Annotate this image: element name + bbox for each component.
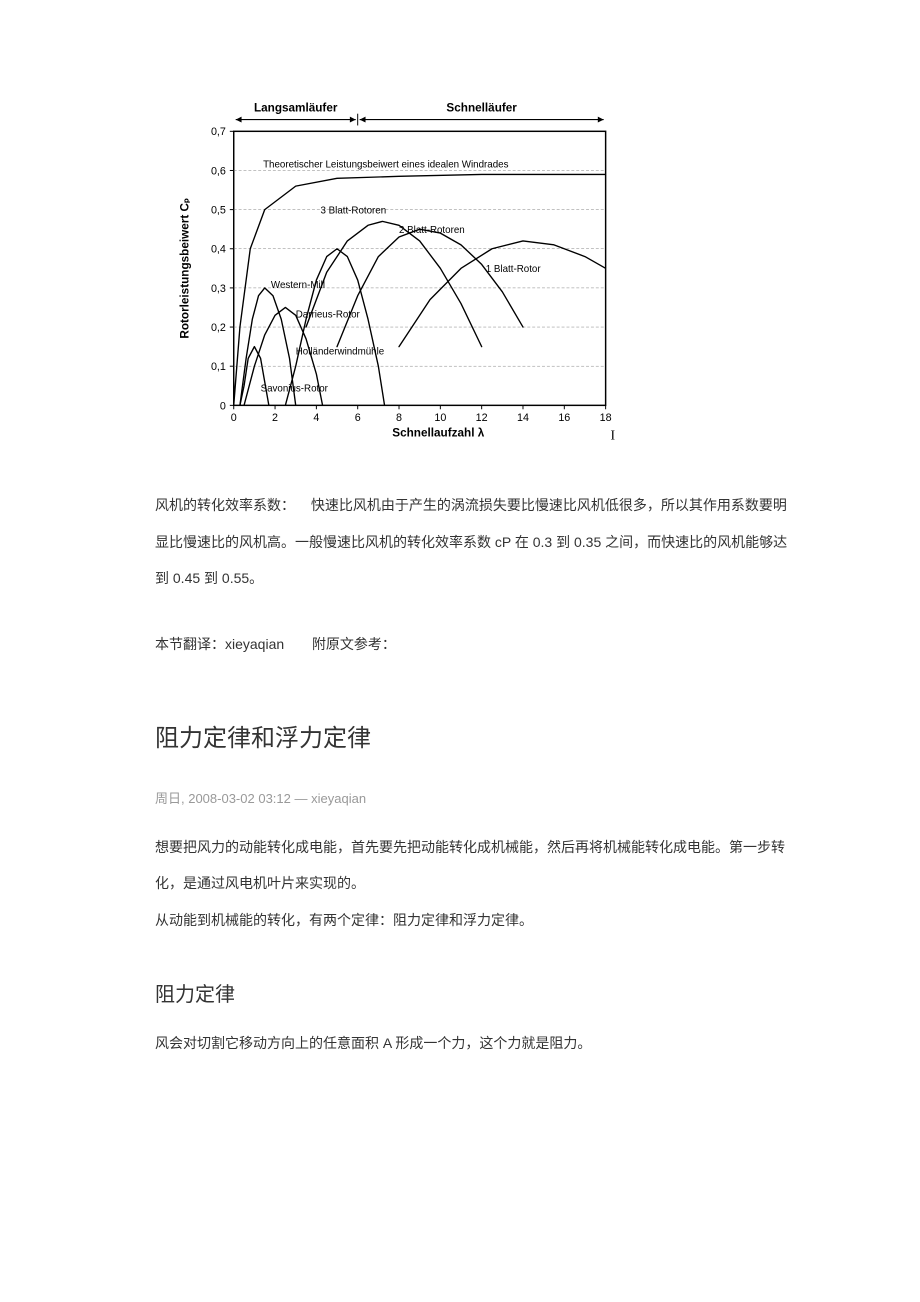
translator-line: 本节翻译：xieyaqian 附原文参考： [155, 626, 790, 662]
svg-text:Darrieus-Rotor: Darrieus-Rotor [296, 309, 361, 320]
svg-text:1 Blatt-Rotor: 1 Blatt-Rotor [486, 264, 542, 275]
post-date: 周日, 2008-03-02 03:12 [155, 791, 291, 806]
svg-text:Western-Mill: Western-Mill [271, 280, 325, 291]
svg-text:0,6: 0,6 [211, 165, 226, 177]
svg-text:2: 2 [272, 412, 278, 424]
post-meta: 周日, 2008-03-02 03:12 — xieyaqian [155, 788, 790, 807]
section2-p1: 想要把风力的动能转化成电能，首先要先把动能转化成机械能，然后再将机械能转化成电能… [155, 829, 790, 902]
svg-text:3 Blatt-Rotoren: 3 Blatt-Rotoren [321, 206, 387, 217]
svg-text:Schnelläufer: Schnelläufer [446, 102, 517, 115]
translator-prefix: 本节翻译： [155, 636, 225, 652]
translator-suffix: 附原文参考： [312, 636, 396, 652]
svg-text:16: 16 [558, 412, 570, 424]
svg-text:6: 6 [355, 412, 361, 424]
para1-label: 风机的转化效率系数： [155, 497, 295, 513]
section3-p1: 风会对切割它移动方向上的任意面积 A 形成一个力，这个力就是阻力。 [155, 1025, 790, 1061]
svg-text:2 Blatt-Rotoren: 2 Blatt-Rotoren [399, 225, 465, 236]
svg-text:12: 12 [476, 412, 488, 424]
svg-text:Theoretischer Leistungsbeiwert: Theoretischer Leistungsbeiwert eines ide… [263, 159, 508, 170]
svg-text:0,4: 0,4 [211, 244, 226, 256]
svg-text:10: 10 [434, 412, 446, 424]
svg-text:18: 18 [600, 412, 612, 424]
svg-text:Rotorleistungsbeiwert Cₚ: Rotorleistungsbeiwert Cₚ [179, 198, 192, 339]
post-author: xieyaqian [311, 791, 366, 806]
svg-text:0: 0 [231, 412, 237, 424]
section-title-drag-lift: 阻力定律和浮力定律 [155, 718, 790, 753]
svg-text:0,7: 0,7 [211, 126, 226, 138]
efficiency-paragraph: 风机的转化效率系数： 快速比风机由于产生的涡流损失要比慢速比风机低很多，所以其作… [155, 487, 790, 596]
svg-text:14: 14 [517, 412, 529, 424]
cp-vs-tsr-chart: 0 0,1 0,2 0,3 0,4 0,5 0,6 0,7 0 2 4 6 8 10 12 14 16 18 Sch… [175, 100, 635, 457]
svg-text:0,1: 0,1 [211, 361, 226, 373]
svg-text:Holländerwindmühle: Holländerwindmühle [296, 346, 384, 357]
svg-text:0,3: 0,3 [211, 283, 226, 295]
svg-text:0,5: 0,5 [211, 205, 226, 217]
svg-text:Schnellaufzahl λ: Schnellaufzahl λ [392, 427, 484, 440]
svg-text:I: I [611, 428, 616, 443]
svg-text:0,2: 0,2 [211, 322, 226, 334]
svg-text:8: 8 [396, 412, 402, 424]
chart-svg: 0 0,1 0,2 0,3 0,4 0,5 0,6 0,7 0 2 4 6 8 10 12 14 16 18 Sch… [175, 100, 635, 457]
svg-text:Langsamläufer: Langsamläufer [254, 102, 338, 115]
translator-name: xieyaqian [225, 636, 284, 652]
subsection-title-drag: 阻力定律 [155, 978, 790, 1007]
section2-p2: 从动能到机械能的转化，有两个定律：阻力定律和浮力定律。 [155, 902, 790, 938]
svg-text:0: 0 [220, 400, 226, 412]
svg-text:4: 4 [313, 412, 319, 424]
